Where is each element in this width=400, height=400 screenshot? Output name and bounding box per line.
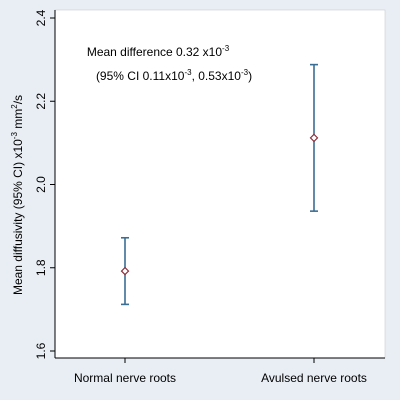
error-bar xyxy=(120,236,130,306)
y-ticks: 1.6 1.8 2.0 2.2 2.4 xyxy=(34,9,55,359)
annotation: Mean difference 0.32 x10-3 (95% CI 0.11x… xyxy=(87,44,252,83)
y-axis-label-suffix: /s xyxy=(11,95,25,104)
y-axis-label: Mean diffusivity (95% CI) x10-3 mm2/s xyxy=(10,95,25,295)
mean-marker xyxy=(120,266,130,276)
y-tick-label: 2.0 xyxy=(34,176,48,193)
plot-area xyxy=(54,9,386,359)
error-bar-series xyxy=(120,63,319,306)
annotation-line-2-part-c: ) xyxy=(248,69,252,83)
y-axis-label-unit: mm xyxy=(11,109,25,132)
error-bar xyxy=(309,63,319,212)
y-tick-label: 2.4 xyxy=(34,9,48,26)
y-axis-label-exponent: -3 xyxy=(10,132,19,140)
annotation-line-2-part-b: , 0.53x10 xyxy=(192,69,242,83)
x-ticks: Normal nerve roots Avulsed nerve roots xyxy=(74,358,367,385)
annotation-line-2-exponent-b: -3 xyxy=(241,68,249,77)
mean-marker xyxy=(309,133,319,143)
annotation-line-2-exponent-a: -3 xyxy=(184,68,192,77)
y-axis-label-unit-exponent: 2 xyxy=(10,104,19,109)
annotation-line-1: Mean difference 0.32 x10-3 xyxy=(87,44,230,59)
annotation-line-1-exponent: -3 xyxy=(222,44,230,53)
annotation-line-2-part-a: (95% CI 0.11x10 xyxy=(96,69,185,83)
y-tick-label: 1.6 xyxy=(34,342,48,359)
y-tick-label: 2.2 xyxy=(34,93,48,110)
x-tick-label: Normal nerve roots xyxy=(74,371,176,385)
y-tick-label: 1.8 xyxy=(34,259,48,276)
y-axis-label-prefix: Mean diffusivity (95% CI) x10 xyxy=(11,139,25,295)
annotation-line-2: (95% CI 0.11x10-3, 0.53x10-3) xyxy=(96,68,252,83)
annotation-line-1-text: Mean difference 0.32 x10 xyxy=(87,45,223,59)
x-tick-label: Avulsed nerve roots xyxy=(261,371,367,385)
